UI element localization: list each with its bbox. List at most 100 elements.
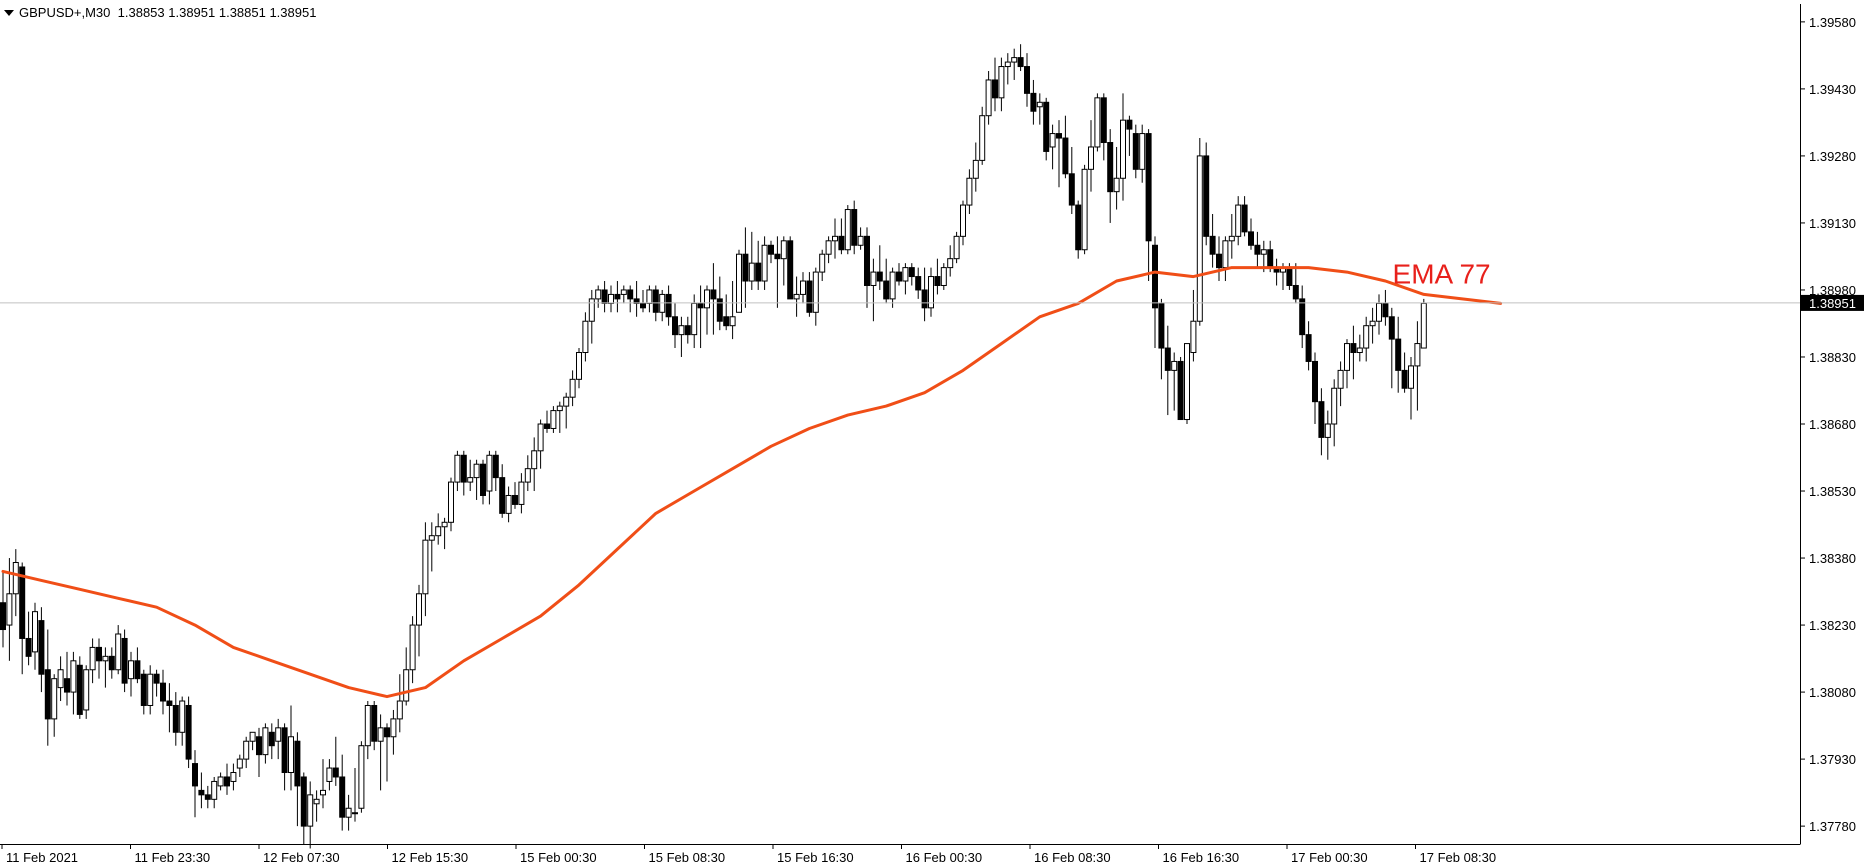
bear-candle-body (1068, 173, 1075, 206)
bull-candle-body (793, 293, 800, 300)
bear-candle-body (665, 293, 672, 318)
candle (19, 562, 26, 675)
bear-candle-body (1062, 137, 1069, 175)
bull-candle-body (396, 700, 403, 720)
bear-candle-body (172, 704, 179, 733)
bull-candle-body (1363, 325, 1370, 349)
candle (358, 741, 365, 813)
candle (979, 106, 986, 165)
bear-candle-body (652, 289, 659, 313)
candle (947, 245, 954, 277)
bear-candle-body (921, 289, 928, 309)
bull-candle-body (345, 807, 352, 818)
candle (896, 263, 902, 286)
bear-candle-body (723, 316, 730, 327)
price-axis[interactable]: 1.39580 1.39430 1.39280 1.39130 1.38980 1.388… (1800, 15, 1864, 834)
bull-candle-body (473, 463, 480, 479)
bear-candle-body (838, 235, 845, 251)
bear-candle-body (1132, 133, 1139, 170)
candle (345, 794, 352, 831)
candle (288, 705, 294, 791)
candle (684, 316, 691, 344)
candle (1017, 44, 1024, 72)
bull-candle-body (825, 240, 832, 255)
bull-candle-body (320, 789, 326, 796)
dropdown-triangle-icon[interactable] (4, 9, 14, 16)
candle (403, 647, 410, 706)
candle (1190, 289, 1197, 362)
candle (428, 522, 435, 572)
candle (422, 522, 429, 617)
candle (601, 281, 608, 313)
chart-header: GBPUSD+,M30 1.38853 1.38951 1.38851 1.38… (4, 4, 316, 20)
bear-candle-body (204, 794, 211, 800)
bull-candle-body (576, 352, 582, 380)
bull-candle-body (582, 320, 589, 354)
bear-candle-body (1318, 401, 1325, 438)
bull-candle-body (1011, 57, 1018, 63)
bear-candle-body (1350, 343, 1357, 354)
bull-candle-body (364, 704, 371, 747)
bear-candle-body (1395, 338, 1402, 371)
bull-candle-body (550, 410, 557, 429)
bear-candle-body (19, 566, 26, 639)
candle (147, 665, 154, 715)
bull-candle-body (761, 244, 768, 282)
bull-candle-body (819, 253, 826, 273)
y-tick-label: 1.39280 (1809, 149, 1856, 164)
candle (486, 450, 493, 505)
ema-layer: EMA 77 (1, 258, 1503, 699)
x-tick-label: 16 Feb 16:30 (1163, 850, 1240, 865)
candle (1209, 214, 1216, 268)
bear-candle-body (1248, 231, 1254, 246)
bull-candle-body (1235, 204, 1242, 237)
bear-candle-body (499, 477, 506, 514)
bear-candle-body (544, 423, 550, 429)
y-tick-label: 1.38230 (1809, 618, 1856, 633)
bull-candle-body (243, 740, 250, 760)
bull-candle-body (390, 718, 397, 738)
bear-candle-body (716, 298, 723, 322)
candle (460, 450, 467, 496)
bear-candle-body (108, 655, 115, 671)
candle (1196, 138, 1203, 326)
candle (844, 205, 851, 255)
bull-candle-body (262, 727, 269, 756)
current-price-label: 1.38951 (1809, 296, 1856, 311)
y-tick-label: 1.37930 (1809, 752, 1856, 767)
candle (1004, 53, 1011, 85)
candle (1414, 321, 1421, 411)
bear-candle-body (1401, 369, 1408, 389)
bull-candle-body (902, 267, 909, 282)
y-tick-label: 1.38530 (1809, 484, 1856, 499)
candle (25, 611, 32, 666)
candle (1030, 79, 1037, 125)
bear-candle-body (25, 637, 32, 657)
bull-candle-body (275, 727, 282, 742)
candle (1292, 263, 1299, 304)
candle (172, 692, 179, 746)
bull-candle-body (236, 758, 243, 769)
candle (134, 647, 141, 684)
bear-candle-body (1075, 204, 1082, 251)
bull-candle-body (249, 731, 256, 742)
bear-candle-body (710, 289, 717, 300)
candle (166, 683, 173, 733)
candle (409, 616, 416, 684)
time-axis[interactable]: 11 Feb 2021 11 Feb 23:30 12 Feb 07:30 12 Fe… (1, 844, 1496, 865)
bear-candle-body (768, 244, 774, 255)
bull-candle-body (940, 267, 947, 286)
bull-candle-body (889, 271, 896, 300)
bull-candle-body (422, 539, 429, 595)
bear-candle-body (1299, 298, 1306, 336)
bear-candle-body (684, 325, 691, 336)
candle (960, 200, 966, 246)
bear-candle-body (480, 463, 486, 496)
candle (876, 245, 883, 290)
candle (1203, 142, 1210, 246)
candle (812, 267, 819, 326)
bear-candle-body (1126, 119, 1133, 130)
bear-candle-body (268, 731, 275, 747)
candle (556, 401, 563, 433)
